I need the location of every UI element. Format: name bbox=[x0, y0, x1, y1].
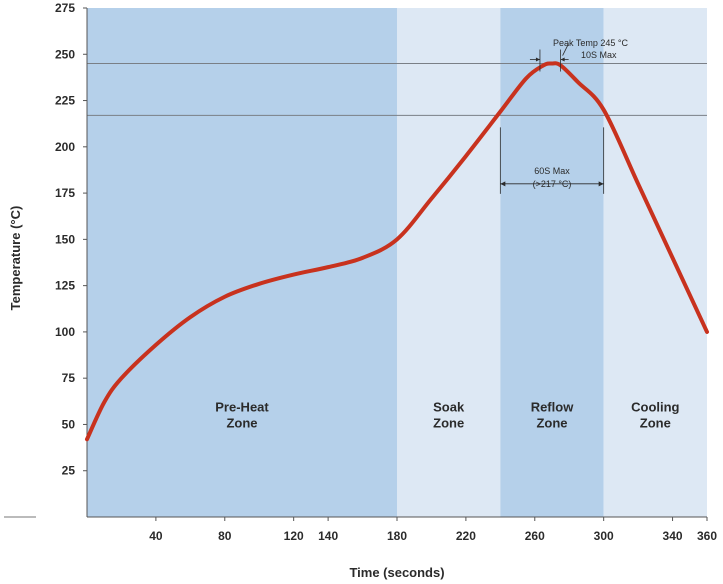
x-tick-label-140: 140 bbox=[318, 529, 338, 543]
y-tick-label-100: 100 bbox=[55, 325, 75, 339]
y-tick-label-250: 250 bbox=[55, 47, 75, 61]
y-tick-label-225: 225 bbox=[55, 94, 75, 108]
zone-label-1-0: Soak bbox=[433, 399, 465, 414]
zone-label-3-0: Cooling bbox=[631, 399, 679, 414]
peak-leader-line bbox=[562, 43, 569, 56]
zone-label-0-1: Zone bbox=[226, 415, 257, 430]
x-tick-label-340: 340 bbox=[663, 529, 683, 543]
y-tick-label-150: 150 bbox=[55, 232, 75, 246]
zone-band-3 bbox=[603, 8, 707, 517]
reference-lines-layer bbox=[87, 63, 707, 116]
zone-band-1 bbox=[397, 8, 501, 517]
x-tick-label-360: 360 bbox=[697, 529, 717, 543]
peak-arrowhead-left bbox=[535, 57, 540, 62]
x-tick-label-80: 80 bbox=[218, 529, 232, 543]
zone-label-2-0: Reflow bbox=[531, 399, 575, 414]
x-tick-label-260: 260 bbox=[525, 529, 545, 543]
x-tick-label-40: 40 bbox=[149, 529, 163, 543]
x-axis-title: Time (seconds) bbox=[349, 565, 444, 580]
tal-arrowhead-left bbox=[500, 181, 506, 187]
peak-temp-annotation: Peak Temp 245 °C bbox=[553, 38, 628, 48]
y-tick-label-125: 125 bbox=[55, 279, 75, 293]
series-layer bbox=[85, 61, 709, 442]
y-tick-label-25: 25 bbox=[62, 464, 76, 478]
zone-labels-layer: Pre-HeatZoneSoakZoneReflowZoneCoolingZon… bbox=[215, 399, 679, 430]
x-tick-label-120: 120 bbox=[284, 529, 304, 543]
y-tick-label-275: 275 bbox=[55, 1, 75, 15]
zone-label-1-1: Zone bbox=[433, 415, 464, 430]
zone-label-0-0: Pre-Heat bbox=[215, 399, 269, 414]
zones-layer bbox=[87, 8, 707, 517]
y-tick-label-75: 75 bbox=[62, 371, 76, 385]
zone-label-2-1: Zone bbox=[536, 415, 567, 430]
peak-time-annotation: 10S Max bbox=[581, 50, 617, 60]
zone-label-3-1: Zone bbox=[640, 415, 671, 430]
y-tick-label-175: 175 bbox=[55, 186, 75, 200]
y-tick-label-200: 200 bbox=[55, 140, 75, 154]
tal-annotation-line1: 60S Max bbox=[534, 166, 570, 176]
x-tick-label-180: 180 bbox=[387, 529, 407, 543]
x-tick-label-300: 300 bbox=[594, 529, 614, 543]
axes-layer: 25 50 75 100 125 150 175 200 225 250 275 40 80 120 140… bbox=[4, 1, 717, 543]
zone-band-2 bbox=[500, 8, 604, 517]
temperature-profile-line bbox=[85, 61, 709, 442]
annotations-layer: Peak Temp 245 °C 10S Max 60S Max (>217 °C) bbox=[499, 38, 628, 194]
y-tick-label-50: 50 bbox=[62, 417, 76, 431]
tal-annotation-line2: (>217 °C) bbox=[533, 179, 572, 189]
x-tick-label-220: 220 bbox=[456, 529, 476, 543]
y-axis-title: Temperature (°C) bbox=[8, 206, 23, 311]
peak-arrowhead-right bbox=[560, 57, 565, 62]
tal-arrowhead-right bbox=[598, 181, 604, 187]
